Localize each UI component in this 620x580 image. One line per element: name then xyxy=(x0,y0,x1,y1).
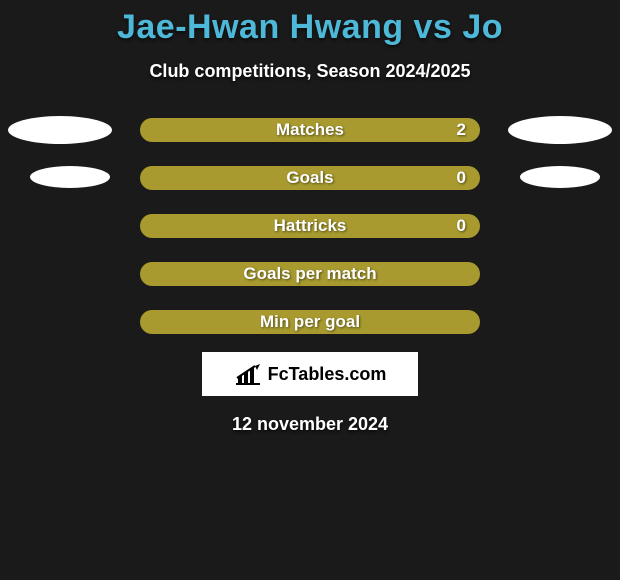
stat-value: 2 xyxy=(457,120,466,140)
stat-label: Goals per match xyxy=(243,264,376,284)
stat-bar: Hattricks 0 xyxy=(140,214,480,238)
stat-bar: Min per goal xyxy=(140,310,480,334)
logo-box[interactable]: FcTables.com xyxy=(202,352,418,396)
stat-value: 0 xyxy=(457,216,466,236)
stats-rows: Matches 2 Goals 0 Hattricks 0 Goals per … xyxy=(0,118,620,334)
page-title: Jae-Hwan Hwang vs Jo xyxy=(0,0,620,47)
page-subtitle: Club competitions, Season 2024/2025 xyxy=(0,61,620,82)
stat-label: Hattricks xyxy=(274,216,347,236)
stat-bar: Goals 0 xyxy=(140,166,480,190)
stat-bar: Matches 2 xyxy=(140,118,480,142)
stat-row-goals: Goals 0 xyxy=(0,166,620,190)
stat-row-hattricks: Hattricks 0 xyxy=(0,214,620,238)
stat-label: Matches xyxy=(276,120,344,140)
chart-icon xyxy=(234,362,262,386)
stat-value: 0 xyxy=(457,168,466,188)
left-marker-icon xyxy=(30,166,110,188)
stat-label: Goals xyxy=(286,168,333,188)
right-marker-icon xyxy=(508,116,612,144)
logo-text: FcTables.com xyxy=(268,364,387,385)
left-marker-icon xyxy=(8,116,112,144)
stat-row-matches: Matches 2 xyxy=(0,118,620,142)
stat-bar: Goals per match xyxy=(140,262,480,286)
stat-row-min-per-goal: Min per goal xyxy=(0,310,620,334)
right-marker-icon xyxy=(520,166,600,188)
footer-date: 12 november 2024 xyxy=(0,414,620,435)
stat-row-goals-per-match: Goals per match xyxy=(0,262,620,286)
stat-label: Min per goal xyxy=(260,312,360,332)
